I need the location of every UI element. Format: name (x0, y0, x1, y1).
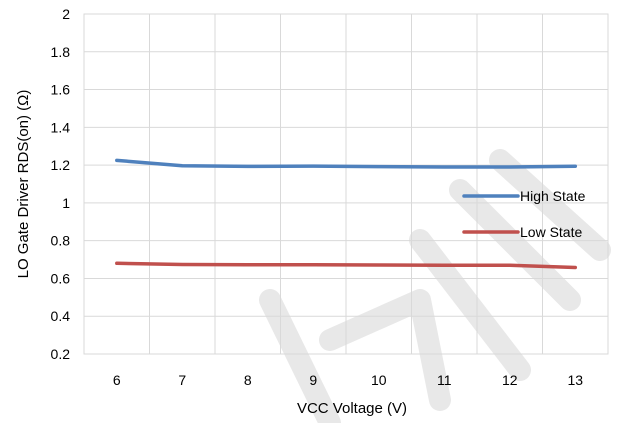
series-lines (115, 158, 578, 270)
legend-label-low-state: Low State (520, 224, 582, 240)
x-tick-label: 6 (113, 372, 121, 388)
y-tick-label: 1.6 (51, 82, 71, 98)
y-tick-label: 1.2 (51, 157, 71, 173)
y-tick-label: 2 (62, 6, 70, 22)
x-axis-tick-labels: 6 7 8 9 10 11 12 13 (113, 372, 583, 388)
y-axis-tick-labels: 0.2 0.4 0.6 0.8 1 1.2 1.4 1.6 1.8 2 (51, 6, 71, 362)
y-tick-label: 0.6 (51, 270, 71, 286)
y-axis-title: LO Gate Driver RDS(on) (Ω) (15, 90, 32, 279)
x-tick-label: 10 (371, 372, 387, 388)
plot-area (83, 13, 609, 355)
x-tick-label: 7 (178, 372, 186, 388)
legend-label-high-state: High State (520, 188, 586, 204)
legend: High State Low State (462, 188, 586, 240)
series-line-high-state (115, 158, 578, 169)
x-axis-title: VCC Voltage (V) (297, 400, 407, 417)
watermark (259, 149, 611, 423)
x-tick-label: 12 (502, 372, 518, 388)
y-tick-label: 0.4 (51, 308, 71, 324)
y-tick-label: 1 (62, 195, 70, 211)
x-tick-label: 8 (244, 372, 252, 388)
y-tick-label: 1.8 (51, 44, 71, 60)
y-tick-label: 1.4 (51, 119, 71, 135)
y-tick-label: 0.8 (51, 233, 71, 249)
x-tick-label: 13 (567, 372, 583, 388)
y-tick-label: 0.2 (51, 346, 71, 362)
x-tick-label: 9 (309, 372, 317, 388)
series-line-low-state (115, 261, 578, 270)
x-tick-label: 11 (437, 372, 452, 388)
